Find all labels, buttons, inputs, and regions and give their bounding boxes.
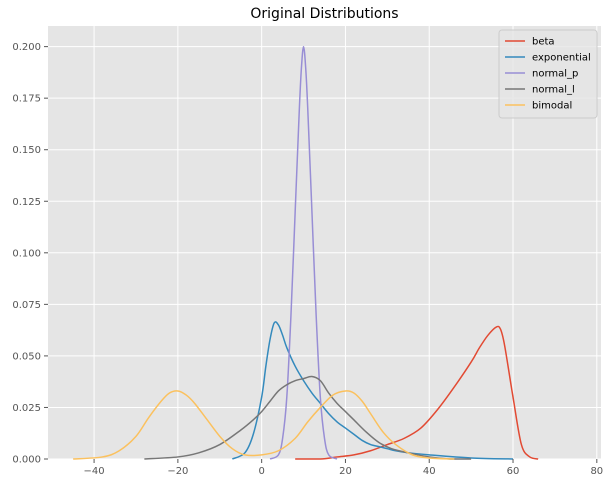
legend-box	[498, 29, 598, 119]
legend-label: bimodal	[532, 101, 572, 112]
y-tick-label: 0.050	[12, 351, 41, 362]
x-axis-ticks: −40 −20 0 20 40 60 80	[84, 459, 603, 477]
x-tick-label: 80	[590, 466, 603, 477]
y-tick-label: 0.175	[12, 94, 41, 105]
chart-title: Original Distributions	[250, 6, 398, 22]
series-line-bimodal	[73, 390, 455, 460]
legend-label: beta	[532, 37, 555, 48]
y-tick-label: 0.100	[12, 248, 41, 259]
x-tick-label: 20	[339, 466, 352, 477]
x-tick-label: −20	[167, 466, 188, 477]
grid	[48, 26, 601, 460]
y-tick-label: 0.075	[12, 300, 41, 311]
x-tick-label: 60	[507, 466, 520, 477]
y-tick-label: 0.150	[12, 145, 41, 156]
y-tick-label: 0.025	[12, 403, 41, 414]
y-tick-label: 0.000	[12, 455, 41, 466]
x-tick-label: 0	[258, 466, 264, 477]
y-tick-label: 0.125	[12, 197, 41, 208]
series-line-normal-l	[144, 375, 472, 460]
legend-label: exponential	[532, 53, 591, 64]
series-line-beta	[295, 325, 539, 460]
x-tick-label: −40	[84, 466, 105, 477]
series-line-normal-p	[269, 45, 338, 460]
y-tick-label: 0.200	[12, 42, 41, 53]
x-tick-label: 40	[423, 466, 436, 477]
legend-label: normal_l	[532, 85, 575, 96]
y-axis-ticks: 0.000 0.025 0.050 0.075 0.100 0.125 0.150 0.175…	[12, 42, 48, 466]
legend-label: normal_p	[532, 69, 578, 80]
series-lines	[73, 45, 539, 460]
